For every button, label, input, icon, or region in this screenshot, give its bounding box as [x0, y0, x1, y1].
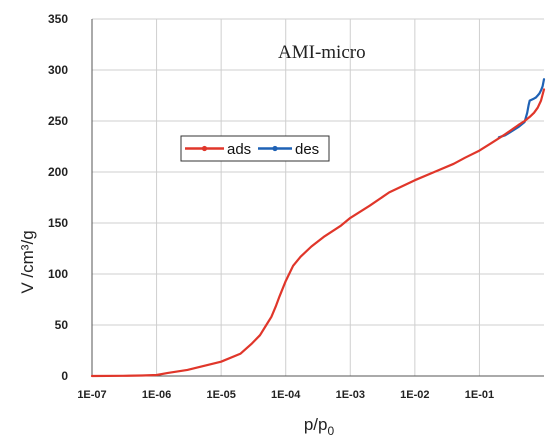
y-tick-label: 350 [48, 12, 68, 26]
series-lines [90, 78, 546, 378]
gridlines [91, 18, 544, 377]
x-axis-label-main: p/p [304, 415, 328, 434]
x-tick-label: 1E-02 [400, 389, 429, 401]
chart-annotation: AMI-micro [278, 42, 366, 63]
legend-ads-label: ads [227, 141, 251, 158]
y-tick-label: 100 [48, 267, 68, 281]
x-tick-label: 1E-07 [77, 389, 106, 401]
x-axis-label-subscript: 0 [327, 424, 334, 438]
y-tick-label: 200 [48, 165, 68, 179]
series-line-ads [90, 88, 546, 378]
y-axis-label: V /cm³/g [18, 230, 37, 293]
y-tick-label: 250 [48, 114, 68, 128]
legend: ads des [180, 135, 330, 162]
x-tick-label: 1E-06 [142, 389, 171, 401]
legend-box [180, 135, 330, 162]
y-tick-labels: 0 50 100 150 200 250 300 350 [48, 12, 68, 383]
y-tick-label: 50 [55, 318, 69, 332]
y-tick-label: 0 [61, 369, 68, 383]
y-tick-label: 150 [48, 216, 68, 230]
y-tick-label: 300 [48, 63, 68, 77]
x-tick-label: 1E-05 [206, 389, 235, 401]
x-tick-labels: 1E-07 1E-06 1E-05 1E-04 1E-03 1E-02 1E-01 [77, 389, 494, 401]
x-axis-label: p/p0 [304, 415, 335, 438]
legend-ads-marker [201, 145, 208, 152]
x-tick-label: 1E-04 [271, 389, 301, 401]
legend-des-label: des [295, 141, 319, 158]
x-tick-label: 1E-03 [336, 389, 365, 401]
x-tick-label: 1E-01 [465, 389, 494, 401]
series-line-des [497, 78, 546, 139]
legend-des-marker [272, 145, 278, 152]
